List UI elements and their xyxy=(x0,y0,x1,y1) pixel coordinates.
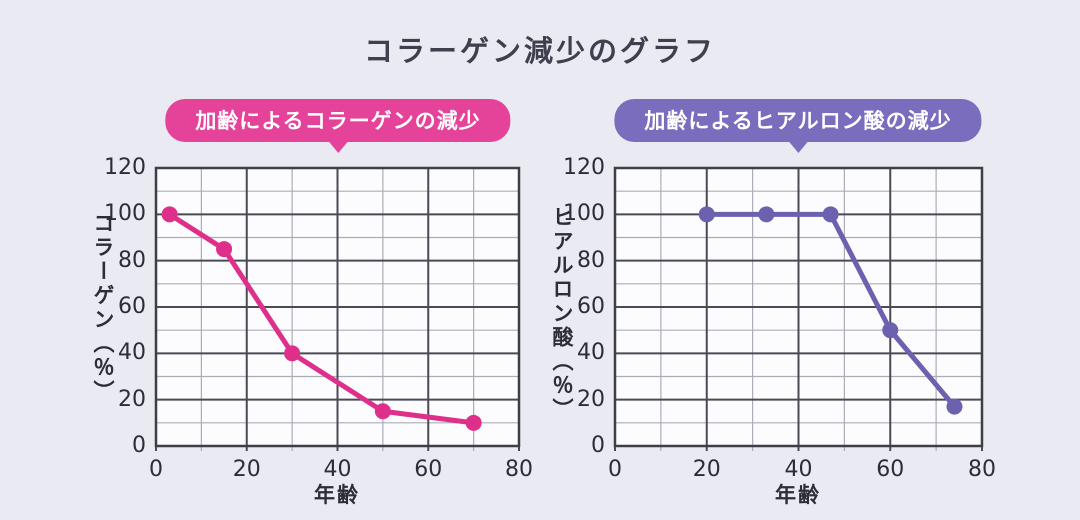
x-tick-label: 40 xyxy=(784,457,813,482)
data-point xyxy=(284,345,301,362)
y-axis-label-hyaluronic: ヒアルロン酸（％） xyxy=(550,206,574,422)
x-tick-label: 40 xyxy=(323,457,352,482)
data-point xyxy=(216,241,233,258)
y-tick-label: 80 xyxy=(577,247,605,273)
y-tick-label: 0 xyxy=(132,433,146,458)
collagen-badge-label: 加齢によるコラーゲンの減少 xyxy=(195,109,481,133)
collagen-badge: 加齢によるコラーゲンの減少 xyxy=(165,99,511,142)
plot-border xyxy=(154,166,521,448)
y-tick-label: 20 xyxy=(577,386,605,412)
hyaluronic-chart xyxy=(613,166,984,451)
x-tick-label: 20 xyxy=(232,457,261,482)
x-tick-label: 60 xyxy=(876,457,905,482)
y-tick-label: 100 xyxy=(563,201,605,227)
y-axis-label-collagen: コラーゲン（％） xyxy=(91,212,115,404)
data-point xyxy=(698,206,715,223)
data-point xyxy=(882,322,899,339)
x-tick-label: 80 xyxy=(968,457,996,482)
page-title: コラーゲン減少のグラフ xyxy=(363,34,716,68)
x-tick-label: 60 xyxy=(414,457,443,482)
x-tick-label: 80 xyxy=(505,457,533,482)
data-point xyxy=(822,206,839,223)
data-point xyxy=(758,206,775,223)
y-tick-label: 20 xyxy=(118,386,146,412)
hyaluronic-badge: 加齢によるヒアルロン酸の減少 xyxy=(614,99,982,142)
y-tick-label: 120 xyxy=(563,155,605,180)
collagen-chart xyxy=(154,166,521,451)
y-tick-label: 40 xyxy=(577,340,605,366)
data-point xyxy=(374,403,391,420)
data-point xyxy=(946,398,963,415)
data-point xyxy=(465,414,482,431)
y-tick-label: 100 xyxy=(104,201,146,227)
y-tick-label: 120 xyxy=(104,155,146,180)
y-tick-label: 40 xyxy=(118,340,146,366)
data-point xyxy=(161,206,178,223)
x-axis-label-hyaluronic: 年齢 xyxy=(775,483,821,507)
y-tick-label: 60 xyxy=(118,294,146,319)
y-tick-label: 0 xyxy=(591,433,605,458)
plot-border xyxy=(613,166,984,448)
x-tick-label: 0 xyxy=(149,457,163,482)
x-tick-label: 20 xyxy=(692,457,721,482)
x-tick-label: 0 xyxy=(608,457,622,482)
y-tick-label: 60 xyxy=(577,294,605,319)
x-axis-label-collagen: 年齢 xyxy=(314,483,360,507)
hyaluronic-badge-label: 加齢によるヒアルロン酸の減少 xyxy=(644,109,952,133)
y-tick-label: 80 xyxy=(118,247,146,273)
